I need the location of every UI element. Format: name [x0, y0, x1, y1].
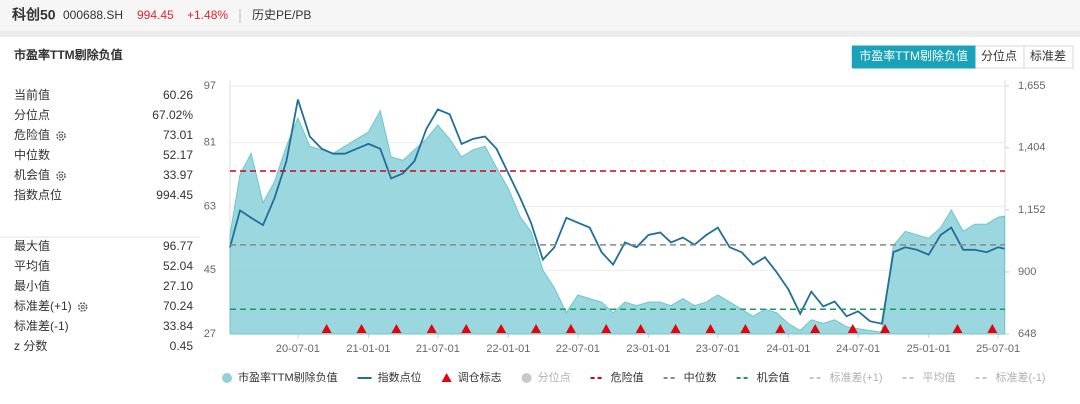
stat-value: 994.45	[156, 188, 193, 202]
stat-label: 中位数	[14, 147, 50, 162]
legend-label[interactable]: 标准差(+1)	[830, 370, 883, 384]
gear-icon[interactable]	[56, 171, 66, 181]
x-tick-label: 23-01-01	[626, 343, 670, 355]
y-tick-label: 63	[204, 200, 216, 212]
x-tick-label: 25-07-01	[976, 343, 1020, 355]
legend-symbol[interactable]	[441, 373, 452, 382]
stat-label: 当前值	[14, 87, 50, 102]
legend-label[interactable]: 指数点位	[378, 370, 422, 384]
x-tick-label: 21-01-01	[346, 343, 390, 355]
rebalance-marker	[426, 324, 437, 333]
pe-area	[229, 109, 1006, 335]
index-price: 994.45	[137, 8, 174, 22]
tab-label[interactable]: 标准差	[1030, 49, 1066, 63]
rebalance-marker	[670, 324, 681, 333]
stat-value: 0.45	[170, 339, 194, 353]
stat-value: 27.10	[163, 279, 193, 293]
menu-item[interactable]: 历史PE/PB	[252, 8, 311, 22]
legend-label[interactable]: 调仓标志	[458, 370, 502, 384]
stat-value: 67.02%	[152, 108, 193, 122]
legend-label[interactable]: 市盈率TTM剔除负值	[238, 370, 338, 384]
stat-value: 96.77	[163, 239, 193, 253]
gear-icon-hole	[80, 305, 85, 309]
stat-value: 73.01	[163, 128, 193, 142]
rebalance-marker	[740, 324, 751, 333]
stat-label: 最小值	[14, 278, 50, 293]
stat-value: 60.26	[163, 88, 193, 102]
y2-tick-label: 1,152	[1018, 204, 1046, 216]
index-name: 科创50	[12, 7, 56, 23]
panel	[0, 37, 1080, 404]
tab-label[interactable]: 市盈率TTM剔除负值	[859, 48, 968, 63]
rebalance-marker	[810, 324, 821, 333]
stat-value: 33.97	[163, 168, 193, 182]
stat-label: 危险值	[14, 127, 50, 142]
stat-label: 最大值	[14, 238, 50, 253]
rebalance-marker	[496, 324, 507, 333]
index-line	[229, 99, 1005, 325]
rebalance-marker	[775, 324, 786, 333]
y-tick-label: 97	[204, 80, 216, 92]
stat-label: 标准差(-1)	[14, 319, 69, 333]
rebalance-marker	[847, 324, 858, 333]
legend-symbol[interactable]	[222, 373, 232, 383]
stat-label: 标准差(+1)	[14, 299, 72, 313]
legend-label[interactable]: 危险值	[611, 370, 644, 384]
x-tick-label: 20-07-01	[276, 343, 320, 355]
rebalance-marker	[461, 324, 472, 333]
stat-label: 指数点位	[14, 187, 62, 202]
y2-tick-label: 1,404	[1018, 142, 1046, 154]
header-bar	[0, 0, 1080, 31]
stat-label: 分位点	[14, 107, 50, 122]
x-tick-label: 25-01-01	[907, 343, 951, 355]
x-tick-label: 24-01-01	[766, 343, 810, 355]
rebalance-marker	[565, 324, 576, 333]
y-tick-label: 81	[204, 137, 216, 149]
y-tick-label: 27	[204, 328, 216, 340]
y2-tick-label: 900	[1018, 266, 1036, 278]
rebalance-marker	[635, 324, 646, 333]
index-change: +1.48%	[187, 8, 228, 22]
gear-icon[interactable]	[77, 302, 88, 312]
x-tick-label: 22-01-01	[486, 343, 530, 355]
stat-label: 平均值	[14, 258, 50, 273]
x-tick-label: 21-07-01	[416, 343, 460, 355]
y2-tick-label: 648	[1018, 328, 1036, 340]
legend-label[interactable]: 中位数	[684, 370, 717, 384]
gear-icon[interactable]	[56, 131, 66, 141]
rebalance-marker	[601, 324, 612, 333]
index-code: 000688.SH	[63, 8, 123, 22]
x-tick-label: 23-07-01	[696, 343, 740, 355]
legend-label[interactable]: 分位点	[538, 370, 571, 384]
y-tick-label: 45	[204, 264, 216, 276]
gear-icon-hole	[59, 134, 64, 138]
stat-value: 70.24	[163, 299, 193, 313]
rebalance-marker	[987, 324, 998, 333]
rebalance-marker	[356, 324, 367, 333]
x-tick-label: 22-07-01	[556, 343, 600, 355]
x-tick-label: 24-07-01	[836, 343, 880, 355]
y2-tick-label: 1,655	[1018, 80, 1046, 92]
legend-symbol[interactable]	[521, 373, 532, 383]
rebalance-marker	[879, 324, 890, 333]
gear-icon-hole	[59, 174, 64, 178]
stat-label: 机会值	[14, 167, 50, 182]
stat-label: z 分数	[14, 338, 47, 353]
tab[interactable]	[851, 45, 976, 69]
rebalance-marker	[391, 324, 402, 333]
tab-label[interactable]: 分位点	[981, 48, 1017, 63]
rebalance-marker	[705, 324, 716, 333]
stat-value: 52.04	[163, 259, 193, 273]
legend-label[interactable]: 机会值	[757, 370, 790, 384]
stat-value: 52.17	[163, 148, 193, 162]
stat-value: 33.84	[163, 319, 193, 333]
panel-title: 市盈率TTM剔除负值	[14, 47, 123, 62]
rebalance-marker	[952, 324, 963, 333]
rebalance-marker	[321, 324, 332, 333]
legend-label[interactable]: 标准差(-1)	[995, 370, 1045, 384]
legend-label[interactable]: 平均值	[922, 371, 955, 384]
rebalance-marker	[531, 324, 542, 333]
